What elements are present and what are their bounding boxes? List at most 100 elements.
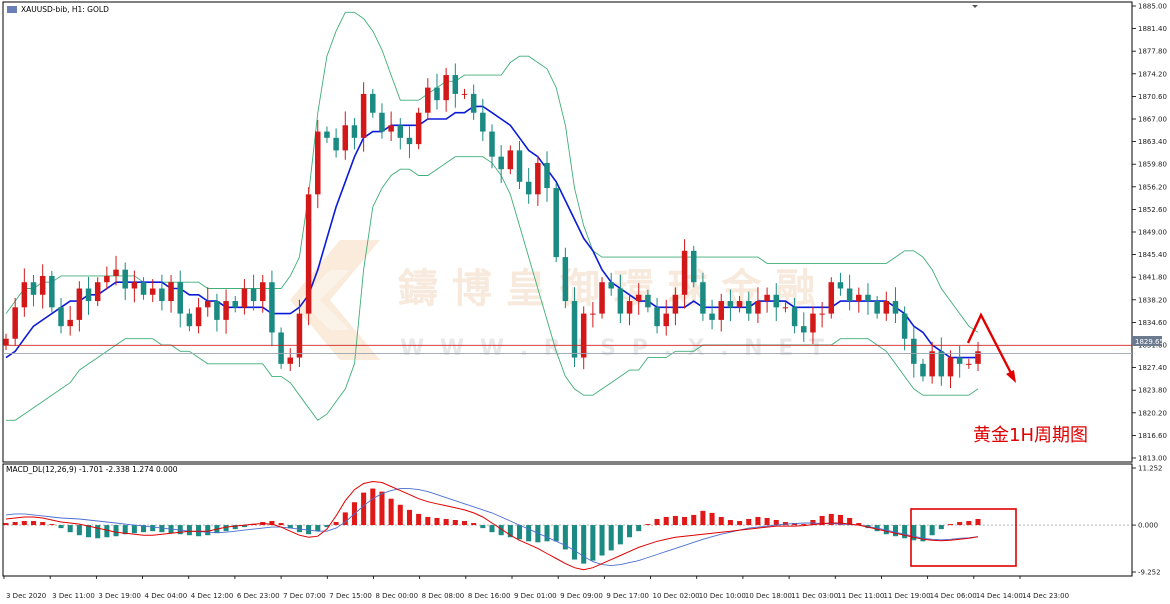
candle (67, 306, 73, 336)
candle (773, 283, 780, 322)
macd-histogram-bar (104, 525, 110, 538)
price-tick-label: 1881.40 (1138, 25, 1167, 33)
candle (3, 333, 9, 351)
macd-histogram-bar (269, 521, 275, 526)
candle (516, 140, 523, 189)
macd-histogram-bar (801, 524, 807, 526)
candle (415, 107, 422, 150)
candle (250, 274, 257, 311)
macd-histogram-bar (49, 524, 55, 526)
time-tick-label: 14 Dec 23:00 (1022, 592, 1069, 600)
macd-histogram-bar (223, 525, 229, 532)
macd-histogram-bar (883, 525, 889, 535)
candle (837, 272, 844, 296)
macd-histogram-bar (553, 525, 559, 542)
macd-histogram-bar (636, 525, 642, 532)
candle (370, 88, 376, 118)
candle (260, 275, 266, 313)
candle (168, 275, 174, 313)
price-tick-label: 1877.80 (1138, 48, 1167, 56)
candle (489, 124, 495, 169)
time-tick-label: 10 Dec 02:00 (653, 592, 700, 600)
price-tick-label: 1813.00 (1138, 455, 1167, 463)
macd-histogram-bar (315, 525, 321, 532)
candle (810, 306, 816, 345)
macd-histogram-bar (471, 523, 477, 526)
macd-histogram-bar (461, 521, 468, 526)
candle (782, 302, 789, 313)
time-tick-label: 11 Dec 11:00 (837, 592, 884, 600)
candle (883, 291, 890, 321)
price-tick-label: 1885.00 (1138, 3, 1167, 11)
macd-histogram-bar (782, 522, 788, 526)
candle (562, 247, 569, 309)
time-tick-label: 8 Dec 08:00 (422, 592, 465, 600)
candle (498, 145, 504, 184)
macd-histogram-bar (113, 525, 119, 537)
macd-histogram-bar (691, 514, 697, 526)
candle (507, 145, 514, 175)
candle (819, 301, 825, 328)
macd-histogram-bar (86, 525, 92, 538)
macd-histogram-bar (590, 525, 596, 561)
candle (865, 283, 871, 315)
candle (186, 308, 193, 332)
price-tick-label: 1852.60 (1138, 206, 1167, 214)
macd-histogram-bar (480, 525, 486, 529)
watermark-subtext: W W W . R I S P . X . N E T (400, 336, 828, 361)
macd-histogram-bar (654, 518, 660, 526)
time-tick-label: 11 Dec 19:00 (883, 592, 930, 600)
macd-histogram-bar (370, 488, 376, 526)
candle (617, 274, 624, 324)
price-tick-label: 1823.80 (1138, 387, 1167, 395)
candle (406, 126, 413, 158)
price-tick-label: 1841.80 (1138, 274, 1167, 282)
macd-title: MACD_DL(12,26,9) -1.701 -2.338 1.274 0.0… (6, 465, 178, 474)
macd-histogram-bar (792, 523, 798, 526)
candle (947, 350, 954, 389)
candle (461, 88, 468, 99)
macd-histogram-bar (856, 523, 862, 526)
macd-histogram-bar (452, 520, 458, 526)
candle (645, 289, 651, 313)
candle (700, 272, 706, 321)
price-tick-label: 1827.40 (1138, 364, 1167, 372)
candle (672, 287, 679, 326)
macd-histogram-bar (764, 517, 770, 526)
macd-histogram-bar (434, 517, 440, 526)
candle (425, 78, 431, 120)
price-tick-label: 1845.40 (1138, 251, 1167, 259)
macd-histogram-bar (416, 513, 422, 526)
time-tick-label: 9 Dec 01:00 (514, 592, 557, 600)
candle (204, 287, 211, 317)
price-tick-label: 1874.20 (1138, 70, 1167, 78)
moving-average-line (5, 105, 978, 359)
macd-histogram-bar (617, 525, 623, 545)
macd-histogram-bar (507, 525, 513, 538)
candle (801, 312, 807, 342)
candle (278, 327, 284, 369)
price-tick-label: 1859.80 (1138, 161, 1167, 169)
candle (76, 281, 83, 332)
macd-histogram-bar (131, 525, 137, 534)
macd-histogram-bar (58, 525, 64, 529)
candle (718, 293, 724, 332)
chart-shift-icon[interactable] (972, 5, 978, 8)
candle (480, 98, 486, 141)
candle (104, 266, 110, 290)
macd-histogram-bar (581, 525, 587, 564)
macd-histogram-bar (837, 514, 843, 526)
candle (195, 297, 202, 334)
macd-histogram-bar (516, 525, 523, 540)
macd-histogram-bar (67, 525, 73, 533)
candle (764, 287, 770, 313)
macd-histogram-bar (141, 525, 147, 533)
candle (131, 270, 138, 303)
candle (470, 84, 477, 120)
candle (12, 297, 18, 346)
macd-panel (2, 463, 1133, 577)
price-tick-label: 1863.40 (1138, 138, 1167, 146)
macd-main-line (5, 480, 979, 571)
candle (929, 341, 935, 384)
